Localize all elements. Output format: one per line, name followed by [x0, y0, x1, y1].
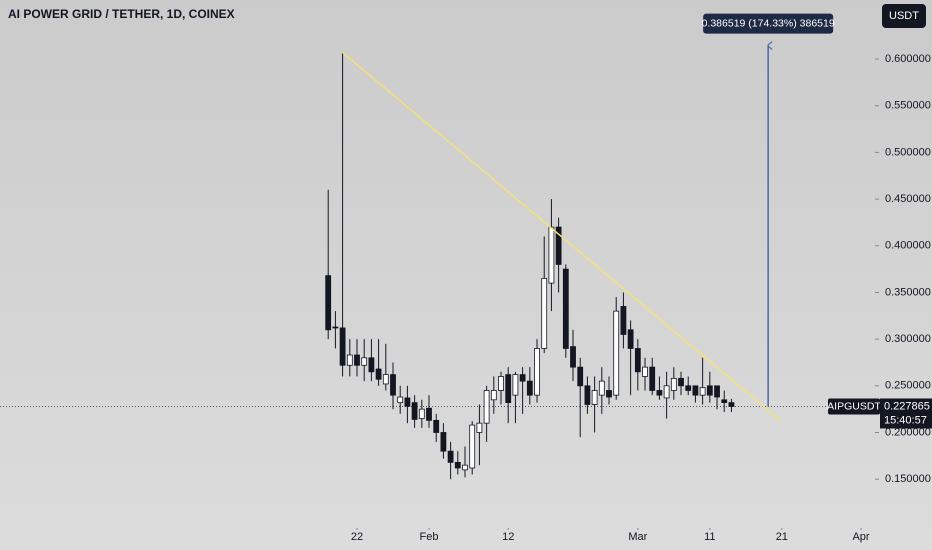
candle-body [325, 275, 332, 331]
y-tick-label: 0.200000 [885, 426, 931, 438]
candle-body [454, 461, 461, 469]
candle-body [404, 397, 411, 407]
candle-body [375, 368, 382, 380]
x-tick-label: Mar [628, 531, 647, 543]
x-tick-label: Apr [852, 531, 869, 543]
candle-body [577, 366, 584, 387]
candle-body [411, 402, 418, 420]
candle-body [440, 432, 447, 452]
candle-body [361, 357, 368, 366]
symbol-badge [828, 398, 880, 415]
candle-body [721, 399, 728, 404]
candle-body [627, 329, 634, 349]
candle-body [483, 390, 490, 424]
y-tick-label: 0.350000 [885, 286, 931, 298]
measure-label: 0.386519 (174.33%) 386519 [702, 17, 835, 29]
candle-body [570, 346, 576, 368]
candle-body [390, 374, 396, 396]
candle-body [591, 390, 598, 405]
candle-body [512, 374, 519, 396]
y-tick-label: 0.550000 [885, 100, 931, 112]
trendline [342, 51, 782, 422]
price-badge [880, 398, 932, 429]
candle-body [685, 385, 692, 391]
x-tick-label: Feb [420, 531, 439, 543]
candle-body [642, 366, 648, 377]
x-tick-label: 22 [351, 531, 363, 543]
candle-body [490, 390, 497, 401]
x-tick-label: 21 [776, 531, 788, 543]
candle-body [368, 357, 375, 373]
candle-body [598, 380, 605, 396]
candle-body [346, 354, 353, 366]
candle-body [505, 374, 512, 404]
x-tick-label: 11 [704, 531, 715, 543]
y-tick-label: 0.400000 [885, 240, 931, 252]
countdown-label: 15:40:57 [884, 414, 927, 426]
candle-body [534, 348, 540, 396]
candle-body [728, 402, 735, 407]
candle-body [706, 385, 713, 396]
candle-body [620, 306, 627, 335]
chart-title: AI POWER GRID / TETHER, 1D, COINEX [8, 7, 235, 21]
candle-body [634, 348, 641, 373]
candle-body [656, 390, 663, 396]
candle-body [498, 376, 504, 391]
candle-body [714, 385, 720, 398]
last-price-label: 0.227865 [884, 400, 930, 412]
currency-button[interactable] [882, 4, 926, 28]
candle-body [613, 310, 620, 396]
candle-body [397, 396, 404, 404]
candle-body [526, 380, 533, 396]
candle-body [418, 408, 425, 419]
measure-label-box [703, 13, 834, 34]
candle-body [663, 385, 670, 399]
y-tick-label: 0.250000 [885, 380, 931, 392]
candle-body [562, 268, 569, 349]
candle-body [692, 385, 699, 396]
candle-body [606, 390, 612, 398]
y-tick-label: 0.300000 [885, 333, 931, 345]
candle-body [447, 450, 454, 463]
x-tick-label: 12 [502, 531, 514, 543]
candle-body [476, 422, 483, 433]
candle-body [699, 387, 706, 396]
candle-body [519, 374, 526, 382]
y-tick-label: 0.150000 [885, 473, 931, 485]
candle-body [469, 424, 476, 469]
candle-body [584, 385, 591, 405]
candle-body [339, 327, 346, 366]
plot: 0.150000 0.200000 0.250000 0.300000 0.350000… [0, 13, 932, 543]
candle-body [555, 226, 562, 265]
y-tick-label: 0.450000 [885, 193, 931, 205]
y-tick-label: 0.500000 [885, 146, 931, 158]
candle-body [354, 354, 360, 366]
candle-body [541, 278, 548, 349]
candle-body [433, 419, 440, 433]
candle-body [548, 226, 555, 284]
candle-body [426, 407, 432, 421]
candle-body [382, 374, 389, 385]
symbol-label: AIPGUSDT [827, 400, 881, 412]
currency-label[interactable]: USDT [889, 10, 919, 22]
y-tick-label: 0.600000 [885, 53, 931, 65]
candle-body [678, 377, 684, 387]
candle-body [670, 377, 677, 391]
candle-body [462, 464, 468, 471]
candle-body [332, 326, 339, 329]
candle-body [649, 366, 656, 391]
